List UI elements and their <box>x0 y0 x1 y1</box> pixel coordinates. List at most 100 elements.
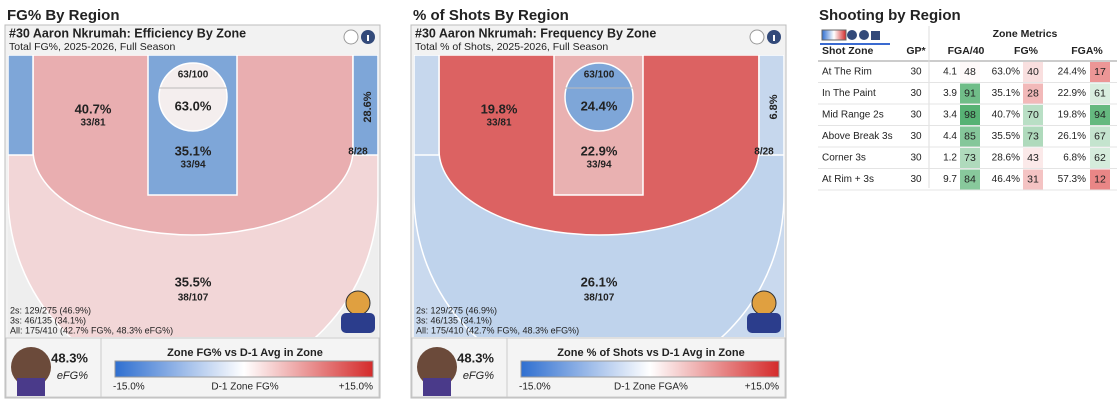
color-toggle[interactable] <box>821 29 847 41</box>
row-label: In The Paint <box>822 88 876 99</box>
percentile-cell <box>1023 83 1043 104</box>
legend-title: Zone FG% vs D-1 Avg in Zone <box>167 347 323 359</box>
zone-label: 8/28 <box>754 147 774 158</box>
percentile: 31 <box>1027 173 1039 185</box>
chart-title: #30 Aaron Nkrumah: Efficiency By Zone <box>9 26 246 40</box>
zone-right-corner <box>758 55 784 156</box>
percentile-cell <box>960 83 980 104</box>
percentile: 94 <box>1094 109 1106 121</box>
court: 19.8% 33/81 63/100 24.4% 22.9% 33/94 6.8% 8/28 2… <box>414 55 784 337</box>
percentile-cell <box>1090 126 1110 147</box>
logo-tiger <box>751 290 777 316</box>
row-label: At The Rim <box>822 67 872 78</box>
summary-line: All: 175/410 (42.7% FG%, 48.3% eFG%) <box>416 325 579 335</box>
percentile: 70 <box>1027 109 1039 121</box>
percentile: 67 <box>1094 130 1106 142</box>
court-panel: FG% By Region #30 Aaron Nkrumah: Efficien… <box>4 7 381 399</box>
zone-label: 26.1% <box>581 274 618 289</box>
percentile: 73 <box>1027 130 1039 142</box>
column-header: FGA/40 <box>948 45 985 57</box>
table-icon[interactable] <box>859 30 869 40</box>
percentile-cell <box>1023 169 1043 190</box>
cell: 28.6% <box>992 153 1020 164</box>
percentile: 61 <box>1094 87 1106 99</box>
column-header: FGA% <box>1071 45 1103 57</box>
percentile-cell <box>1090 83 1110 104</box>
cell: 35.5% <box>992 131 1020 142</box>
cell: 30 <box>910 110 922 121</box>
percentile-cell <box>1023 105 1043 125</box>
summary-line: 3s: 46/135 (34.1%) <box>10 315 86 325</box>
legend-gradient <box>114 360 374 378</box>
cell: 22.9% <box>1058 88 1086 99</box>
table-icon[interactable] <box>847 30 857 40</box>
cell: 6.8% <box>1063 153 1086 164</box>
zone-label: 63.0% <box>175 98 212 113</box>
percentile: 85 <box>964 130 976 142</box>
percentile: 48 <box>964 66 976 78</box>
cell: 35.1% <box>992 88 1020 99</box>
court: 40.7% 33/81 63/100 63.0% 35.1% 33/94 28.6% 8/28… <box>8 55 378 337</box>
logo-tiger <box>345 290 371 316</box>
zone-rim <box>564 62 634 132</box>
court-panel: % of Shots By Region #30 Aaron Nkrumah: F… <box>410 7 787 399</box>
percentile: 84 <box>964 173 976 185</box>
legend-min: -15.0% <box>519 382 551 393</box>
legend-max: +15.0% <box>745 382 779 393</box>
zone-label: 38/107 <box>178 293 209 304</box>
player-jersey <box>423 378 451 396</box>
cell: 4.1 <box>943 67 957 78</box>
summary-line: 2s: 129/275 (46.9%) <box>10 305 91 315</box>
zone-label: 33/94 <box>180 160 205 171</box>
cell: 63.0% <box>992 67 1020 78</box>
cell: 30 <box>910 131 922 142</box>
logo-badge <box>747 313 781 333</box>
player-photo <box>11 347 51 387</box>
legend-title: Zone % of Shots vs D-1 Avg in Zone <box>557 347 744 359</box>
toggle-button[interactable] <box>343 29 359 45</box>
zone-label: 22.9% <box>581 143 618 158</box>
cell: 57.3% <box>1058 174 1086 185</box>
legend-gradient <box>520 360 780 378</box>
info-dot <box>773 35 775 41</box>
table-title: Shooting by Region <box>819 7 961 24</box>
cell: 40.7% <box>992 110 1020 121</box>
zone-label: 8/28 <box>348 147 368 158</box>
chart-subtitle: Total FG%, 2025-2026, Full Season <box>9 41 176 53</box>
zone-label: 24.4% <box>581 98 618 113</box>
cell: 4.4 <box>943 131 957 142</box>
cell: 24.4% <box>1058 67 1086 78</box>
column-header: GP* <box>906 45 926 57</box>
zone-label: 19.8% <box>481 101 518 116</box>
panel-header: FG% By Region <box>7 7 120 24</box>
row-label: Mid Range 2s <box>822 110 884 121</box>
percentile: 40 <box>1027 66 1039 78</box>
percentile-cell <box>1090 105 1110 125</box>
download-icon[interactable] <box>871 31 880 40</box>
percentile-cell <box>960 169 980 190</box>
logo-badge <box>341 313 375 333</box>
legend-mid: D-1 Zone FG% <box>211 382 278 393</box>
percentile-cell <box>1023 62 1043 82</box>
legend-min: -15.0% <box>113 382 145 393</box>
row-label: Above Break 3s <box>822 131 893 142</box>
summary-line: All: 175/410 (42.7% FG%, 48.3% eFG%) <box>10 325 173 335</box>
player-jersey <box>17 378 45 396</box>
panel-header: % of Shots By Region <box>413 7 569 24</box>
zone-label: 38/107 <box>584 293 615 304</box>
zone-label: 40.7% <box>75 101 112 116</box>
cell: 9.7 <box>943 174 957 185</box>
zone-label: 33/94 <box>586 160 611 171</box>
percentile: 98 <box>964 109 976 121</box>
percentile-cell <box>960 62 980 82</box>
percentile: 43 <box>1027 152 1039 164</box>
toggle-button[interactable] <box>749 29 765 45</box>
chart-subtitle: Total % of Shots, 2025-2026, Full Season <box>415 41 608 53</box>
summary-line: 2s: 129/275 (46.9%) <box>416 305 497 315</box>
legend-max: +15.0% <box>339 382 373 393</box>
zone-rim <box>158 62 228 132</box>
cell: 1.2 <box>943 153 957 164</box>
zone-label: 28.6% <box>362 91 374 122</box>
